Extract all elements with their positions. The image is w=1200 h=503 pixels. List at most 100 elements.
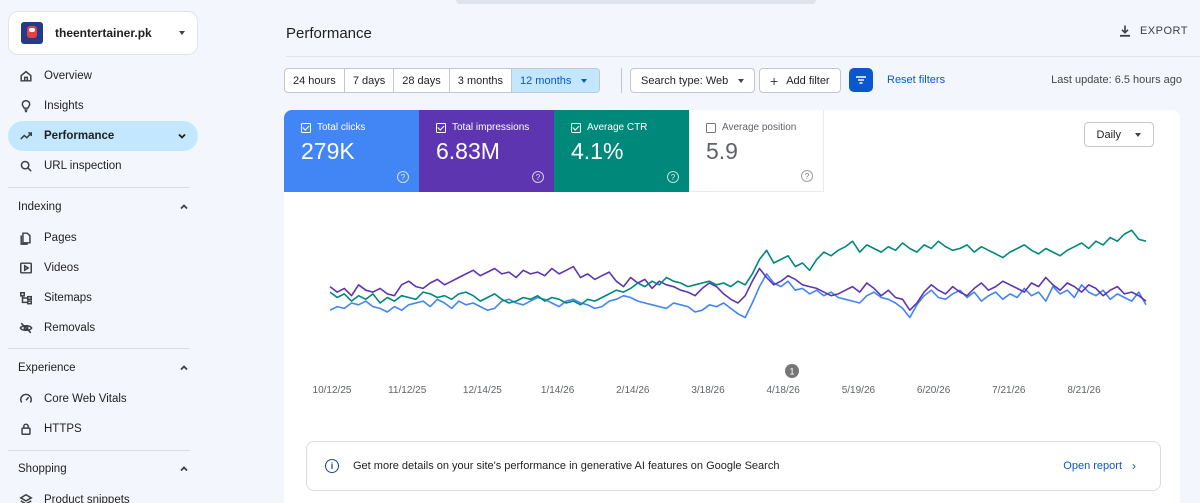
sidebar-item-overview[interactable]: Overview xyxy=(8,61,198,91)
property-name: theentertainer.pk xyxy=(55,26,152,40)
help-icon[interactable]: ? xyxy=(532,171,544,183)
sidebar-item-label: Sitemaps xyxy=(44,292,92,304)
sidebar-item-https[interactable]: HTTPS xyxy=(8,414,198,444)
section-title: Shopping xyxy=(18,463,67,475)
sidebar-item-label: Videos xyxy=(44,262,79,274)
range-7-days[interactable]: 7 days xyxy=(345,69,395,92)
sidebar-item-videos[interactable]: Videos xyxy=(8,253,198,283)
metric-average-position[interactable]: Average position 5.9 ? xyxy=(689,110,824,192)
sidebar-item-core-web-vitals[interactable]: Core Web Vitals xyxy=(8,384,198,414)
metric-value: 4.1% xyxy=(571,138,624,164)
sidebar-item-label: URL inspection xyxy=(44,160,122,172)
sidebar-item-label: Pages xyxy=(44,232,77,244)
x-tick-label: 5/19/26 xyxy=(842,385,876,396)
sidebar-item-label: Core Web Vitals xyxy=(44,393,127,405)
checkbox-icon xyxy=(301,122,311,133)
x-tick-label: 7/21/26 xyxy=(992,385,1026,396)
range-28-days[interactable]: 28 days xyxy=(394,69,450,92)
chevron-down-icon xyxy=(179,31,185,35)
section-indexing[interactable]: Indexing xyxy=(18,201,190,213)
sidebar-item-removals[interactable]: Removals xyxy=(8,313,198,343)
chevron-up-icon xyxy=(180,466,188,472)
sidebar-item-sitemaps[interactable]: Sitemaps xyxy=(8,283,198,313)
download-icon xyxy=(1119,25,1130,37)
trending-up-icon xyxy=(18,128,34,144)
property-selector[interactable]: theentertainer.pk xyxy=(8,11,198,55)
eye-off-icon xyxy=(18,320,34,336)
ai-notice-text: Get more details on your site's performa… xyxy=(353,460,780,472)
checkbox-icon xyxy=(436,122,446,133)
divider xyxy=(8,450,190,451)
page-title: Performance xyxy=(286,25,372,42)
home-icon xyxy=(18,68,34,84)
checkbox-icon xyxy=(571,122,581,133)
open-report-link[interactable]: Open report › xyxy=(1063,459,1136,473)
layers-icon xyxy=(18,492,34,503)
chevron-down-icon xyxy=(176,130,188,145)
search-type-label: Search type: Web xyxy=(641,74,729,87)
x-tick-label: 8/21/26 xyxy=(1067,385,1101,396)
checkbox-icon xyxy=(706,122,716,133)
sidebar-item-label: Performance xyxy=(44,130,115,142)
metric-value: 279K xyxy=(301,138,355,164)
help-icon[interactable]: ? xyxy=(801,170,813,182)
metric-average-ctr[interactable]: Average CTR 4.1% ? xyxy=(554,110,689,192)
last-update-text: Last update: 6.5 hours ago xyxy=(1051,74,1182,86)
performance-chart: 1 10/12/25 11/12/25 12/14/25 1/14/26 2/14/26 3… xyxy=(313,229,1147,396)
sidebar-item-performance[interactable]: Performance xyxy=(8,121,198,151)
x-tick-label: 1/14/26 xyxy=(541,385,575,396)
x-tick-label: 2/14/26 xyxy=(616,385,650,396)
section-shopping[interactable]: Shopping xyxy=(18,463,190,475)
metric-label: Average CTR xyxy=(587,122,648,133)
x-tick-label: 3/18/26 xyxy=(691,385,725,396)
range-12-months[interactable]: 12 months xyxy=(512,69,600,92)
metric-label: Average position xyxy=(722,122,797,133)
x-tick-label: 10/12/25 xyxy=(313,385,352,396)
range-3-months[interactable]: 3 months xyxy=(450,69,513,92)
sidebar-item-pages[interactable]: Pages xyxy=(8,223,198,253)
pages-icon xyxy=(18,230,34,246)
help-icon[interactable]: ? xyxy=(397,171,409,183)
sidebar-item-product-snippets[interactable]: Product snippets xyxy=(8,485,198,503)
chevron-down-icon xyxy=(1135,132,1141,137)
plus-icon: + xyxy=(770,72,779,89)
metric-total-impressions[interactable]: Total impressions 6.83M ? xyxy=(419,110,554,192)
range-24-hours[interactable]: 24 hours xyxy=(285,69,345,92)
reset-filters-link[interactable]: Reset filters xyxy=(887,74,946,86)
lock-icon xyxy=(18,421,34,437)
add-filter-label: Add filter xyxy=(786,74,830,87)
video-icon xyxy=(18,260,34,276)
info-icon: i xyxy=(325,459,339,473)
sidebar-item-label: Insights xyxy=(44,100,84,112)
add-filter-button[interactable]: + Add filter xyxy=(759,68,841,93)
toolbar-separator xyxy=(621,68,622,93)
x-tick-label: 11/12/25 xyxy=(388,385,427,396)
metric-value: 5.9 xyxy=(706,138,738,164)
granularity-dropdown[interactable]: Daily xyxy=(1083,122,1154,147)
ai-features-notice: i Get more details on your site's perfor… xyxy=(306,441,1161,491)
chevron-up-icon xyxy=(180,204,188,210)
sidebar-item-label: HTTPS xyxy=(44,423,82,435)
filter-settings-button[interactable] xyxy=(849,68,873,92)
x-tick-label: 12/14/25 xyxy=(463,385,502,396)
help-icon[interactable]: ? xyxy=(667,171,679,183)
export-label: EXPORT xyxy=(1139,25,1188,37)
performance-card: Total clicks 279K ? Total impressions 6.… xyxy=(284,110,1180,503)
filter-list-icon xyxy=(856,76,866,84)
chevron-right-icon: › xyxy=(1132,459,1136,473)
metric-total-clicks[interactable]: Total clicks 279K ? xyxy=(284,110,419,192)
divider xyxy=(8,348,190,349)
sitemap-icon xyxy=(18,290,34,306)
metric-label: Total impressions xyxy=(452,122,530,133)
annotation-marker[interactable]: 1 xyxy=(785,364,799,378)
section-experience[interactable]: Experience xyxy=(18,362,190,374)
sidebar-item-label: Removals xyxy=(44,322,96,334)
search-type-filter[interactable]: Search type: Web xyxy=(630,68,756,93)
sidebar-item-url-inspection[interactable]: URL inspection xyxy=(8,151,198,181)
sidebar-item-insights[interactable]: Insights xyxy=(8,91,198,121)
metric-value: 6.83M xyxy=(436,138,500,164)
export-button[interactable]: EXPORT xyxy=(1118,24,1188,38)
section-title: Indexing xyxy=(18,201,62,213)
chevron-up-icon xyxy=(180,365,188,371)
x-tick-label: 6/20/26 xyxy=(917,385,951,396)
